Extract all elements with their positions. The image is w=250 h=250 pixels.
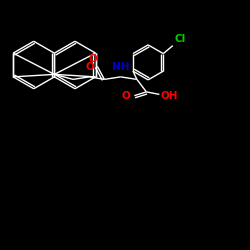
Text: O: O	[121, 91, 130, 101]
Text: NH: NH	[112, 62, 130, 72]
Text: OH: OH	[161, 91, 178, 101]
Text: O: O	[85, 62, 94, 72]
Text: Cl: Cl	[174, 34, 185, 43]
Text: O: O	[88, 54, 97, 64]
